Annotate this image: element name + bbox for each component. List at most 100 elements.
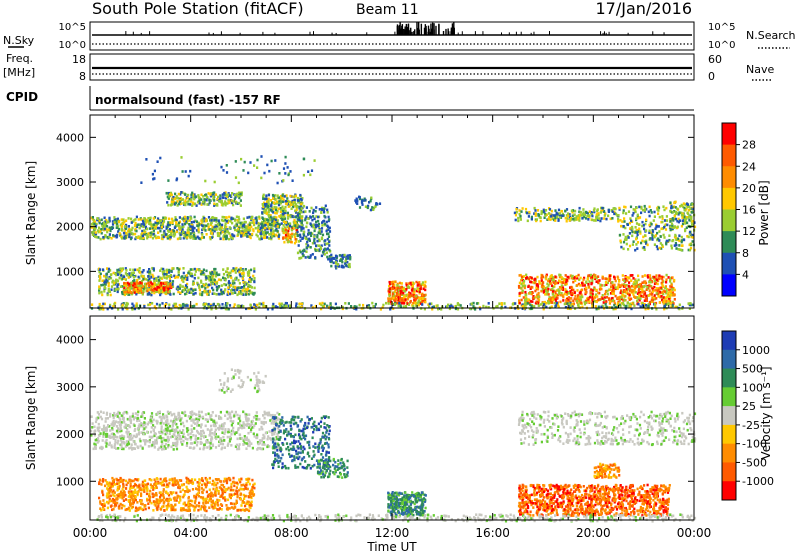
power-data-point <box>326 237 329 241</box>
power-data-point <box>322 250 325 253</box>
power-data-point <box>688 205 691 208</box>
power-data-point <box>581 305 584 309</box>
power-data-point <box>661 283 664 287</box>
power-data-point <box>632 285 635 289</box>
power-data-point <box>298 211 301 215</box>
power-data-point <box>239 230 242 233</box>
power-data-point <box>201 270 204 274</box>
power-data-point <box>646 304 649 308</box>
power-data-point <box>533 206 536 210</box>
power-data-point <box>270 206 273 209</box>
power-data-point <box>120 229 124 232</box>
power-data-point <box>295 215 298 218</box>
power-data-point <box>650 222 653 226</box>
power-data-point <box>154 290 158 294</box>
power-data-point <box>157 226 160 230</box>
power-data-point <box>101 224 104 228</box>
power-data-point <box>127 225 130 228</box>
power-data-point <box>308 239 311 242</box>
power-data-point <box>261 216 264 219</box>
power-data-point <box>213 204 216 207</box>
power-data-point <box>292 224 295 228</box>
power-data-point <box>660 227 663 231</box>
power-data-point <box>594 274 597 277</box>
power-data-point <box>367 204 370 208</box>
power-data-point <box>683 238 686 242</box>
power-data-point <box>655 245 658 248</box>
power-data-point <box>674 206 677 209</box>
power-data-point <box>661 227 665 230</box>
power-data-point <box>205 198 208 202</box>
power-data-point <box>277 200 280 204</box>
power-data-point <box>608 297 611 300</box>
power-data-point <box>405 293 408 297</box>
power-data-point <box>111 223 115 226</box>
power-data-point <box>644 281 648 285</box>
power-data-point <box>353 305 356 308</box>
power-data-point <box>103 221 106 224</box>
power-data-point <box>423 299 426 303</box>
power-data-point <box>123 236 126 240</box>
power-data-point <box>671 304 674 308</box>
power-data-point <box>300 210 303 214</box>
power-data-point <box>253 267 256 270</box>
power-data-point <box>116 217 119 221</box>
power-data-point <box>167 282 170 286</box>
power-data-point <box>130 221 133 224</box>
power-data-point <box>393 299 396 302</box>
power-data-point <box>120 224 124 228</box>
power-data-point <box>555 289 558 292</box>
power-data-point <box>609 292 613 295</box>
power-data-point <box>618 297 621 301</box>
power-data-point <box>215 224 218 228</box>
power-data-point <box>141 234 144 238</box>
power-data-point <box>221 291 224 294</box>
power-data-point <box>162 282 165 285</box>
power-data-point <box>253 223 256 227</box>
power-data-point <box>262 301 265 305</box>
power-data-point <box>134 237 137 241</box>
power-data-point <box>105 281 108 284</box>
power-data-point <box>248 221 251 225</box>
power-data-point <box>512 302 515 305</box>
power-data-point <box>170 230 173 234</box>
power-data-point <box>187 308 190 311</box>
power-data-point <box>538 280 541 283</box>
power-data-point <box>325 242 328 246</box>
power-data-point <box>102 308 105 311</box>
power-data-point <box>186 236 189 239</box>
power-data-point <box>642 295 645 298</box>
power-data-point <box>587 299 590 303</box>
power-data-point <box>144 220 147 223</box>
power-data-point <box>641 208 645 212</box>
power-data-point <box>113 220 116 224</box>
power-data-point <box>107 284 110 288</box>
power-data-point <box>535 286 538 290</box>
power-data-point <box>671 239 674 243</box>
power-data-point <box>184 203 187 207</box>
power-data-point <box>568 213 571 216</box>
power-data-point <box>674 217 678 221</box>
power-data-point <box>297 244 300 247</box>
power-data-point <box>616 287 619 290</box>
power-data-point <box>344 262 347 265</box>
power-data-point <box>404 298 407 301</box>
cpid-label: CPID <box>6 90 38 104</box>
power-data-point <box>647 303 650 306</box>
power-data-point <box>574 307 577 310</box>
power-data-point <box>248 229 251 233</box>
power-data-point <box>179 285 182 288</box>
power-data-point <box>659 286 662 290</box>
power-data-point <box>167 197 170 200</box>
power-data-point <box>688 303 691 307</box>
power-data-point <box>669 285 672 288</box>
power-data-point <box>608 279 611 282</box>
power-data-point <box>181 277 184 281</box>
power-data-point <box>221 223 224 227</box>
power-data-point <box>526 219 529 223</box>
power-data-point <box>388 294 391 298</box>
power-data-point <box>218 227 221 231</box>
power-data-point <box>293 233 296 236</box>
power-data-point <box>185 200 188 204</box>
power-data-point <box>314 249 317 252</box>
